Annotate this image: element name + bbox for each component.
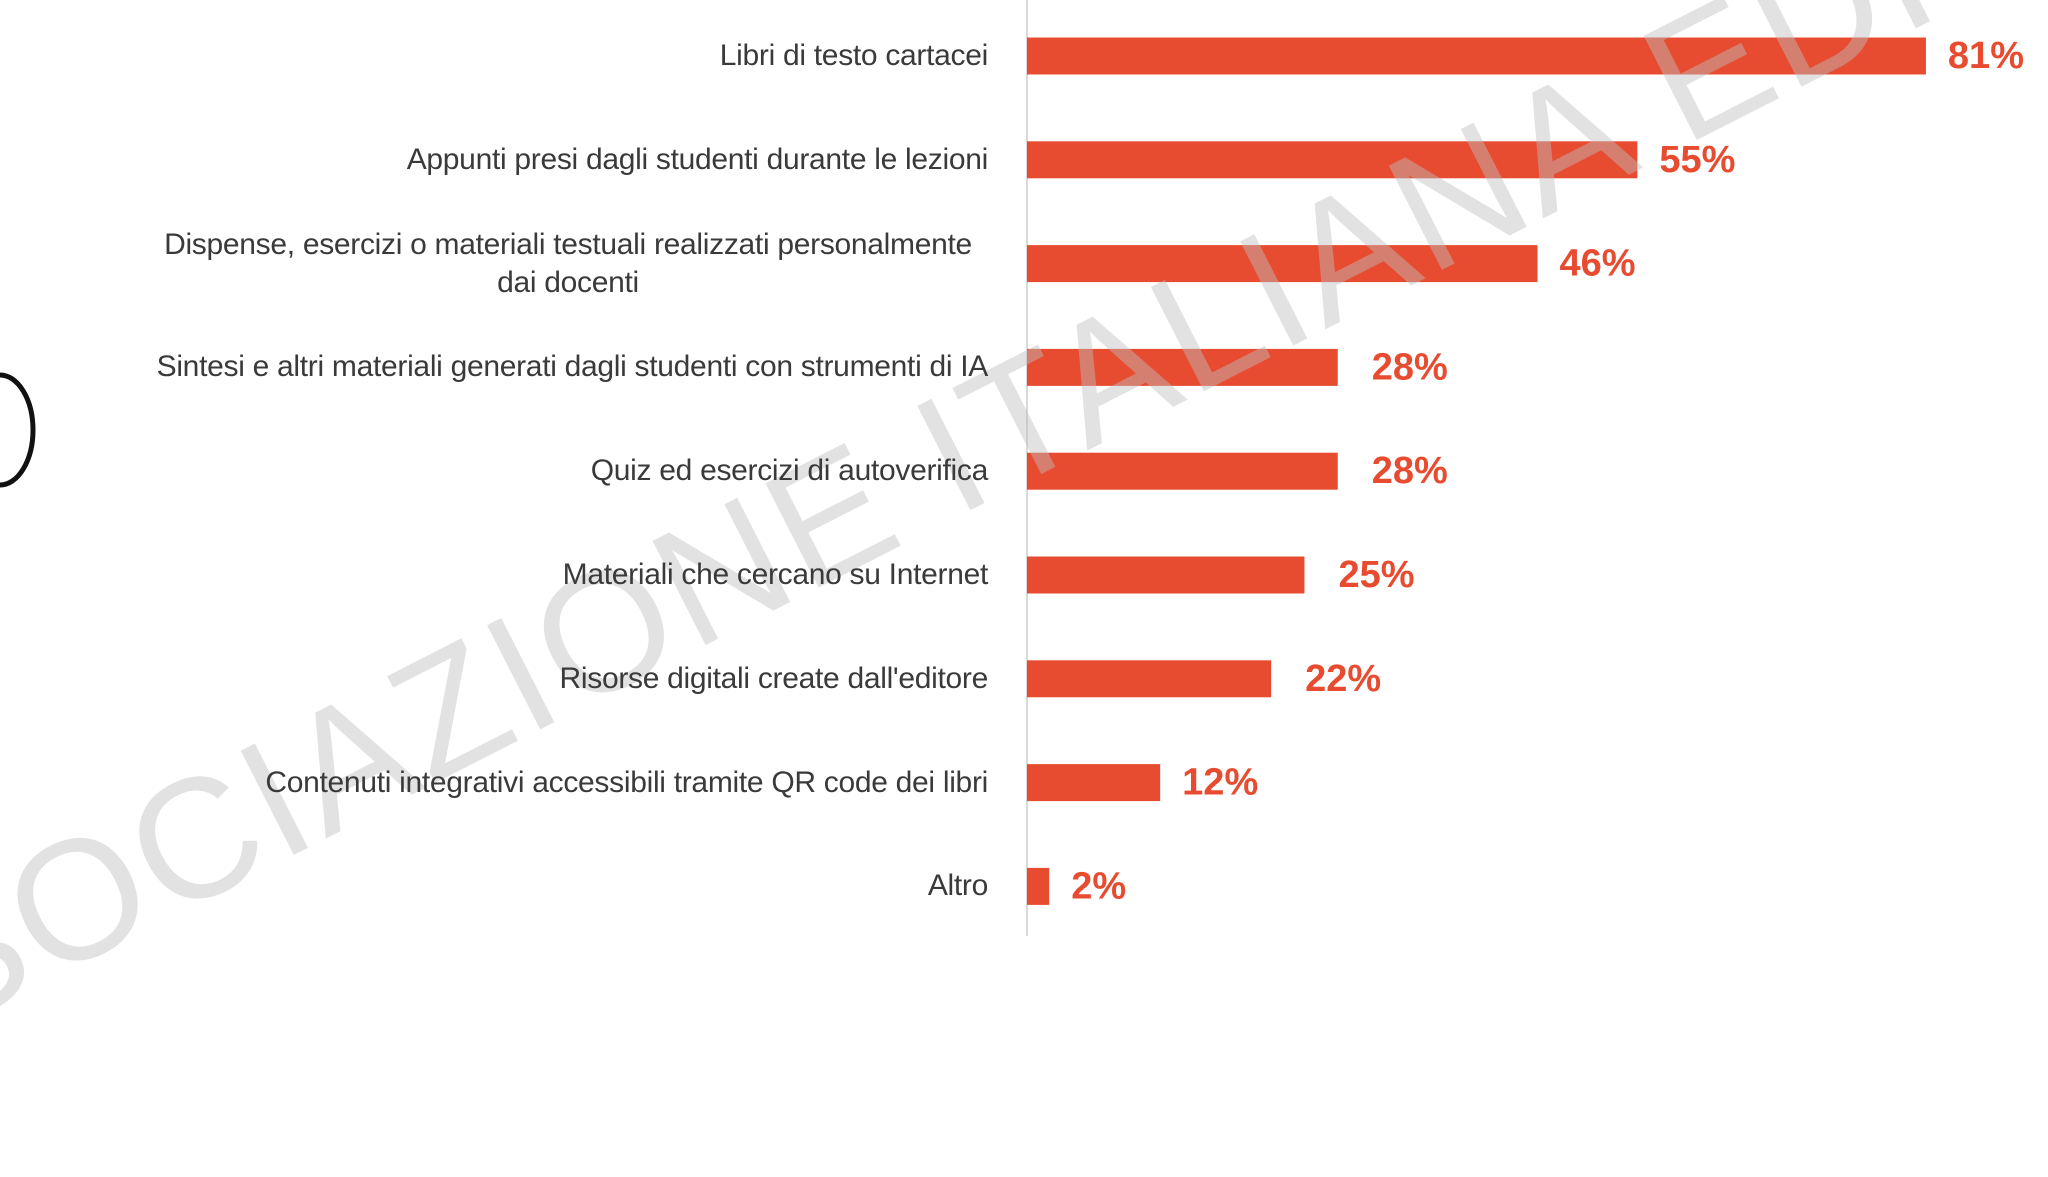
edge-decoration bbox=[0, 372, 36, 488]
value-label: 2% bbox=[1071, 865, 1126, 907]
bar bbox=[1027, 245, 1538, 283]
category-label: Materiali che cercano su Internet bbox=[562, 558, 989, 591]
category-label: Altro bbox=[927, 869, 988, 903]
bar bbox=[1027, 452, 1338, 490]
value-label: 55% bbox=[1659, 139, 1735, 181]
value-label: 25% bbox=[1338, 554, 1414, 596]
bar bbox=[1027, 141, 1638, 179]
value-label: 22% bbox=[1305, 658, 1381, 700]
category-label: Dispense, esercizi o materiali testuali … bbox=[164, 227, 972, 299]
bar bbox=[1027, 37, 1926, 75]
bar bbox=[1027, 556, 1305, 594]
value-label: 12% bbox=[1182, 762, 1258, 804]
category-label: Contenuti integrativi accessibili tramit… bbox=[265, 765, 988, 799]
value-label: 28% bbox=[1372, 346, 1448, 388]
bar bbox=[1027, 867, 1050, 905]
bar bbox=[1027, 348, 1338, 386]
category-label: Risorse digitali create dall'editore bbox=[559, 661, 989, 695]
chart: 81% 55% 46% 28% 28% 25% 22% 12% 2% bbox=[0, 0, 2024, 936]
category-label: Sintesi e altri materiali generati dagli… bbox=[156, 350, 989, 384]
value-label: 81% bbox=[1948, 35, 2024, 77]
value-label: 28% bbox=[1372, 450, 1448, 492]
value-label: 46% bbox=[1560, 243, 1636, 285]
category-label: Appunti presi dagli studenti durante le … bbox=[406, 142, 989, 176]
bar bbox=[1027, 764, 1161, 802]
category-label: Quiz ed esercizi di autoverifica bbox=[590, 454, 989, 488]
category-label: Libri di testo cartacei bbox=[719, 39, 989, 72]
bar bbox=[1027, 660, 1272, 698]
